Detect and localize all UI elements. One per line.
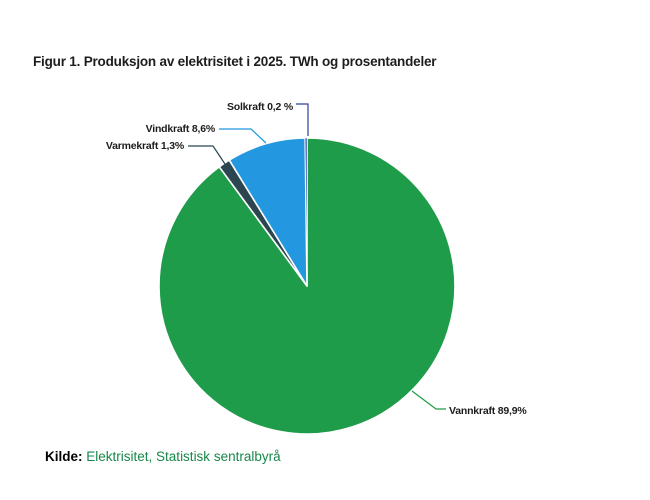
pie-slices <box>158 137 456 435</box>
pie-slice-solkraft[interactable] <box>304 137 308 287</box>
source-link[interactable]: Elektrisitet, Statistisk sentralbyrå <box>86 449 281 464</box>
source-label: Kilde: <box>45 449 83 464</box>
chart-title: Figur 1. Produksjon av elektrisitet i 20… <box>33 54 437 69</box>
source-line: Kilde: Elektrisitet, Statistisk sentralb… <box>45 448 281 465</box>
solkraft-leader-line <box>296 103 309 136</box>
data-label-vindkraft: Vindkraft 8,6% <box>145 123 216 135</box>
data-label-vannkraft: Vannkraft 89,9% <box>449 405 527 417</box>
vindkraft-leader-line <box>219 128 267 144</box>
varmekraft-leader-line <box>188 145 226 165</box>
vannkraft-leader-line <box>411 390 446 410</box>
data-label-varmekraft: Varmekraft 1,3% <box>105 140 184 152</box>
data-label-solkraft: Solkraft 0,2 % <box>226 101 293 113</box>
